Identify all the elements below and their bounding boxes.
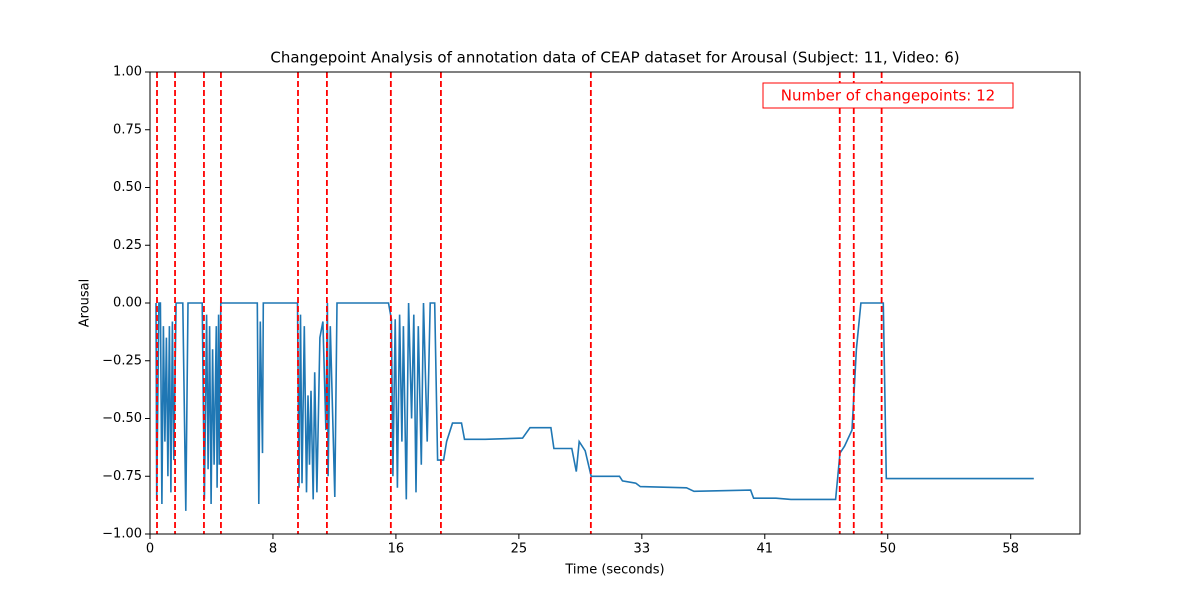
y-tick-label: 0.00 xyxy=(113,296,142,311)
y-tick-label: −0.75 xyxy=(102,469,142,484)
y-tick-label: 0.50 xyxy=(113,180,142,195)
x-tick-label: 58 xyxy=(1002,542,1019,557)
y-tick-label: 0.75 xyxy=(113,122,142,137)
x-tick-label: 8 xyxy=(269,542,277,557)
x-tick-label: 0 xyxy=(146,542,154,557)
x-tick-label: 50 xyxy=(879,542,896,557)
y-tick-label: −1.00 xyxy=(102,527,142,542)
y-axis-label: Arousal xyxy=(78,279,93,328)
x-axis-label: Time (seconds) xyxy=(564,563,664,578)
x-tick-label: 41 xyxy=(757,542,774,557)
y-tick-label: −0.50 xyxy=(102,411,142,426)
x-tick-label: 33 xyxy=(634,542,651,557)
y-tick-label: 0.25 xyxy=(113,238,142,253)
x-tick-label: 25 xyxy=(511,542,528,557)
data-line xyxy=(155,302,1034,511)
x-tick-label: 16 xyxy=(388,542,405,557)
plot-frame xyxy=(149,71,1081,535)
annotation: Number of changepoints: 12 xyxy=(781,87,995,105)
chart-title: Changepoint Analysis of annotation data … xyxy=(270,49,959,67)
y-tick-label: −0.25 xyxy=(102,353,142,368)
annotation-box xyxy=(762,82,1014,109)
y-tick-label: 1.00 xyxy=(113,65,142,80)
